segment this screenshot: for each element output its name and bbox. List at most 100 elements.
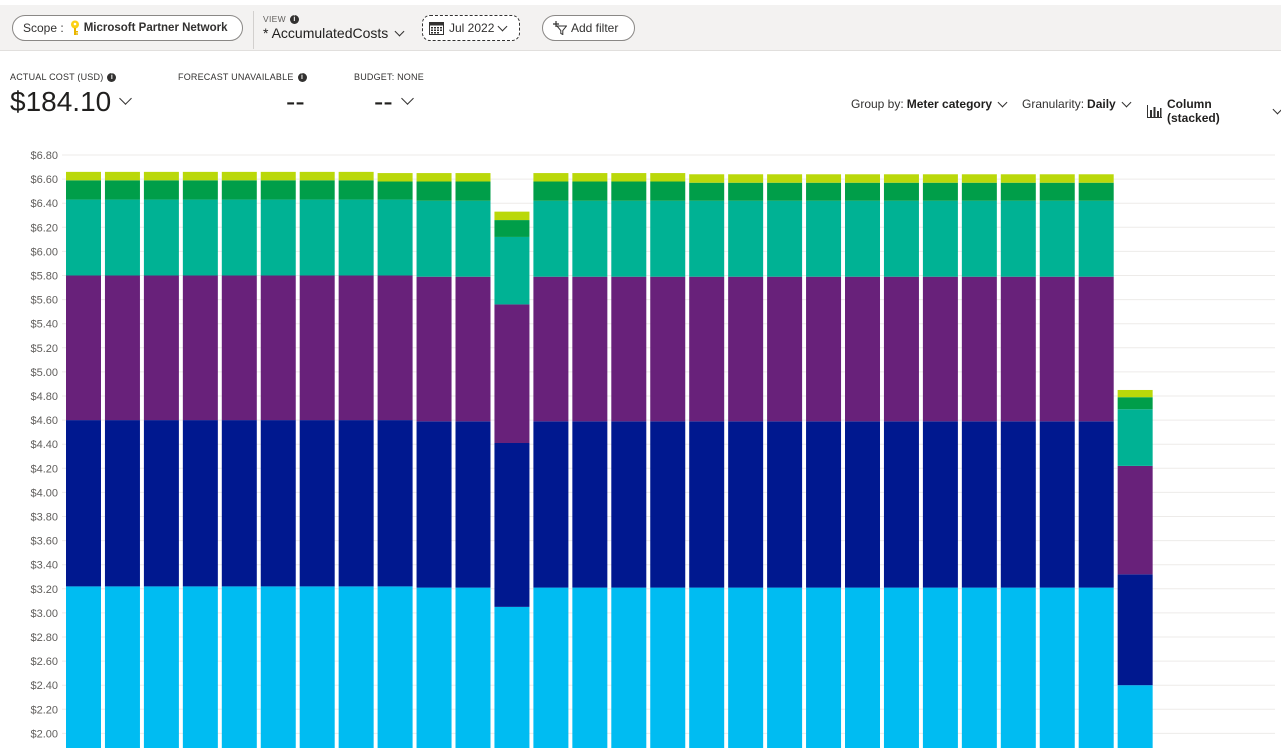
bar-segment[interactable] — [105, 200, 140, 276]
bar-segment[interactable] — [300, 180, 335, 199]
bar-segment[interactable] — [494, 443, 529, 607]
bar-segment[interactable] — [66, 586, 101, 748]
bar-segment[interactable] — [689, 183, 724, 201]
bar-segment[interactable] — [339, 276, 374, 421]
bar-segment[interactable] — [261, 586, 296, 748]
bar-segment[interactable] — [222, 276, 257, 421]
bar-segment[interactable] — [261, 180, 296, 199]
actual-cost-dropdown[interactable]: $184.10 — [10, 86, 130, 118]
bar-segment[interactable] — [572, 173, 607, 181]
bar-segment[interactable] — [494, 220, 529, 237]
bar-segment[interactable] — [144, 180, 179, 199]
bar-segment[interactable] — [1118, 390, 1153, 397]
bar-segment[interactable] — [884, 183, 919, 201]
bar-segment[interactable] — [144, 420, 179, 586]
bar-segment[interactable] — [611, 421, 646, 587]
bar-segment[interactable] — [378, 586, 413, 748]
bar-segment[interactable] — [689, 277, 724, 422]
bar-segment[interactable] — [183, 420, 218, 586]
bar-segment[interactable] — [767, 421, 802, 587]
bar-segment[interactable] — [456, 201, 491, 277]
bar-segment[interactable] — [650, 182, 685, 201]
bar-segment[interactable] — [105, 180, 140, 199]
bar-segment[interactable] — [572, 182, 607, 201]
bar-segment[interactable] — [572, 421, 607, 587]
bar-segment[interactable] — [650, 588, 685, 748]
bar-segment[interactable] — [1118, 466, 1153, 574]
bar-segment[interactable] — [884, 277, 919, 422]
bar-segment[interactable] — [222, 586, 257, 748]
bar-segment[interactable] — [845, 277, 880, 422]
bar-segment[interactable] — [689, 174, 724, 182]
bar-segment[interactable] — [533, 588, 568, 748]
bar-segment[interactable] — [884, 174, 919, 182]
bar-segment[interactable] — [456, 182, 491, 201]
bar-segment[interactable] — [767, 183, 802, 201]
bar-segment[interactable] — [533, 182, 568, 201]
bar-segment[interactable] — [806, 277, 841, 422]
bar-segment[interactable] — [533, 201, 568, 277]
bar-segment[interactable] — [300, 420, 335, 586]
bar-segment[interactable] — [183, 172, 218, 180]
bar-segment[interactable] — [533, 277, 568, 422]
bar-segment[interactable] — [572, 201, 607, 277]
bar-segment[interactable] — [728, 588, 763, 748]
bar-segment[interactable] — [923, 421, 958, 587]
bar-segment[interactable] — [66, 276, 101, 421]
bar-segment[interactable] — [456, 277, 491, 422]
bar-segment[interactable] — [1079, 183, 1114, 201]
bar-segment[interactable] — [1118, 397, 1153, 409]
bar-segment[interactable] — [611, 182, 646, 201]
bar-segment[interactable] — [494, 607, 529, 748]
bar-segment[interactable] — [105, 586, 140, 748]
bar-segment[interactable] — [183, 200, 218, 276]
bar-segment[interactable] — [378, 276, 413, 421]
bar-segment[interactable] — [417, 201, 452, 277]
bar-segment[interactable] — [1079, 201, 1114, 277]
bar-segment[interactable] — [650, 173, 685, 181]
bar-segment[interactable] — [261, 276, 296, 421]
bar-segment[interactable] — [183, 180, 218, 199]
bar-segment[interactable] — [417, 277, 452, 422]
bar-segment[interactable] — [923, 277, 958, 422]
bar-segment[interactable] — [1079, 277, 1114, 422]
bar-segment[interactable] — [417, 421, 452, 587]
bar-segment[interactable] — [300, 276, 335, 421]
bar-segment[interactable] — [611, 277, 646, 422]
bar-segment[interactable] — [261, 200, 296, 276]
bar-segment[interactable] — [962, 183, 997, 201]
scope-button[interactable]: Scope : Microsoft Partner Network — [12, 15, 243, 41]
bar-segment[interactable] — [1040, 183, 1075, 201]
bar-segment[interactable] — [1040, 201, 1075, 277]
bar-segment[interactable] — [144, 586, 179, 748]
bar-segment[interactable] — [884, 201, 919, 277]
bar-segment[interactable] — [66, 180, 101, 199]
bar-segment[interactable] — [378, 200, 413, 276]
date-range-button[interactable]: Jul 2022 — [422, 15, 520, 41]
bar-segment[interactable] — [689, 588, 724, 748]
bar-segment[interactable] — [884, 421, 919, 587]
granularity-dropdown[interactable]: Granularity: Daily — [1022, 97, 1130, 111]
bar-segment[interactable] — [884, 588, 919, 748]
bar-segment[interactable] — [923, 174, 958, 182]
bar-segment[interactable] — [66, 420, 101, 586]
bar-segment[interactable] — [923, 588, 958, 748]
bar-segment[interactable] — [105, 276, 140, 421]
bar-segment[interactable] — [767, 588, 802, 748]
bar-segment[interactable] — [1118, 574, 1153, 685]
bar-segment[interactable] — [339, 172, 374, 180]
bar-segment[interactable] — [611, 588, 646, 748]
bar-segment[interactable] — [650, 277, 685, 422]
bar-segment[interactable] — [1001, 588, 1036, 748]
bar-segment[interactable] — [728, 421, 763, 587]
bar-segment[interactable] — [339, 586, 374, 748]
bar-segment[interactable] — [183, 276, 218, 421]
bar-segment[interactable] — [728, 174, 763, 182]
bar-segment[interactable] — [845, 183, 880, 201]
bar-segment[interactable] — [1040, 174, 1075, 182]
bar-segment[interactable] — [650, 421, 685, 587]
bar-segment[interactable] — [105, 172, 140, 180]
bar-segment[interactable] — [417, 182, 452, 201]
bar-segment[interactable] — [261, 172, 296, 180]
bar-segment[interactable] — [339, 420, 374, 586]
